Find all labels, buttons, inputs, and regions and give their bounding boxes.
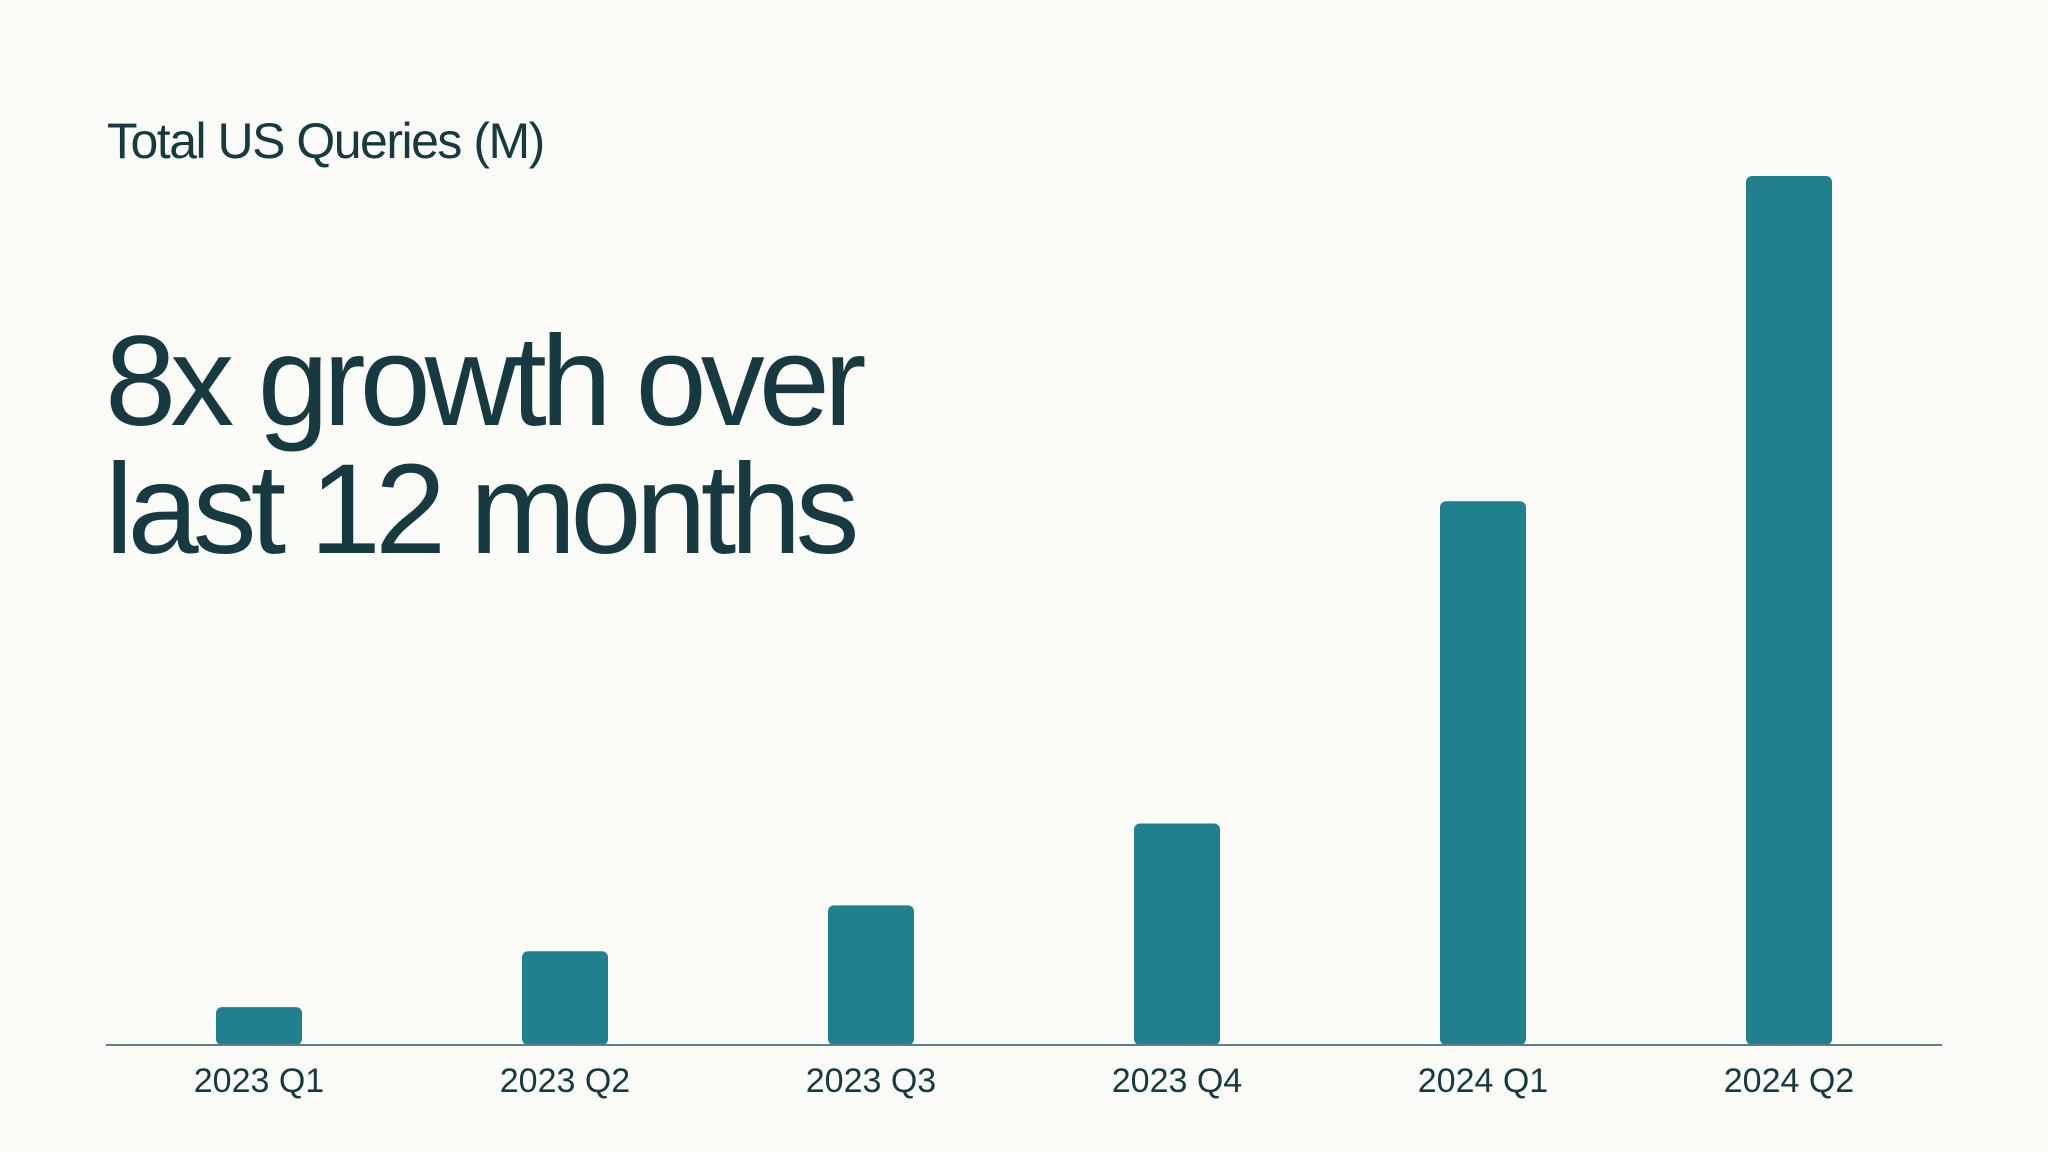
headline: 8x growth over last 12 months <box>105 318 1005 574</box>
bar-2023-q2 <box>522 951 608 1045</box>
bar-2023-q3 <box>828 905 914 1045</box>
tick-label-2023-q4: 2023 Q4 <box>1112 1062 1242 1100</box>
tick-label-2023-q1: 2023 Q1 <box>194 1062 324 1100</box>
bar-2023-q1 <box>216 1007 302 1045</box>
headline-line-1: 8x growth over <box>105 310 867 453</box>
headline-line-2: last 12 months <box>105 438 859 581</box>
tick-label-2023-q3: 2023 Q3 <box>806 1062 936 1100</box>
tick-label-2023-q2: 2023 Q2 <box>500 1062 630 1100</box>
chart-title: Total US Queries (M) <box>107 113 545 169</box>
bar-2024-q1 <box>1440 501 1526 1045</box>
bars <box>216 176 1832 1045</box>
bar-2024-q2 <box>1746 176 1832 1045</box>
tick-label-2024-q2: 2024 Q2 <box>1724 1062 1854 1100</box>
bar-2023-q4 <box>1134 823 1220 1045</box>
tick-label-2024-q1: 2024 Q1 <box>1418 1062 1548 1100</box>
x-axis-tick-labels: 2023 Q1 2023 Q2 2023 Q3 2023 Q4 2024 Q1 2024 … <box>194 1062 1854 1100</box>
